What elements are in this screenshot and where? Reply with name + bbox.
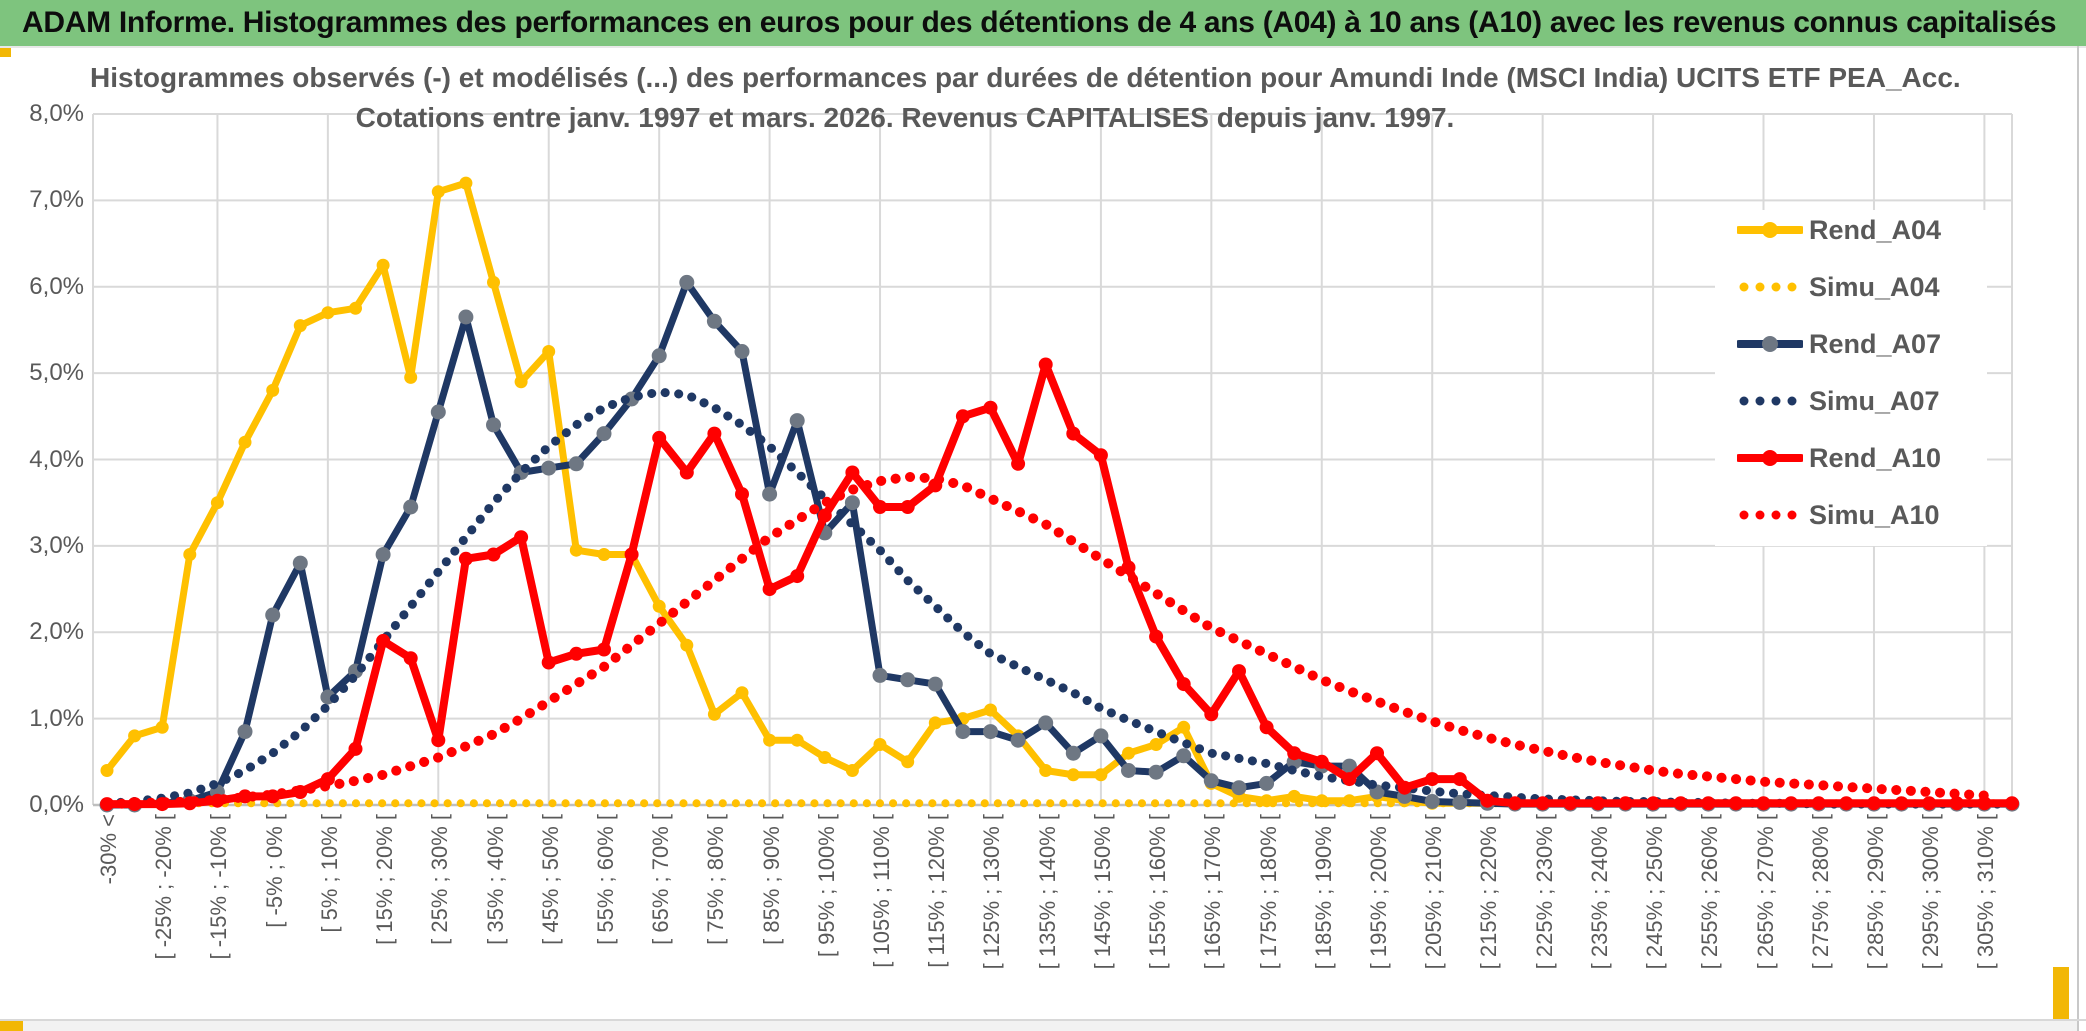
y-axis-label-8: 8,0% xyxy=(29,100,84,127)
window-title-bar: ADAM Informe. Histogrammes des performan… xyxy=(0,0,2086,48)
x-axis-label-19: [ 155% ; 160% [ xyxy=(1145,814,1171,970)
x-axis-label-7: [ 35% ; 40% [ xyxy=(482,814,508,945)
x-axis-label-21: [ 175% ; 180% [ xyxy=(1255,814,1281,970)
legend-swatch-simu_a04 xyxy=(1739,282,1797,292)
legend-item-rend_a04[interactable]: Rend_A04 xyxy=(1715,210,1987,250)
y-axis-label-1: 1,0% xyxy=(29,704,84,732)
x-axis-label-3: [ -5% ; 0% [ xyxy=(261,814,287,928)
x-axis-label-9: [ 55% ; 60% [ xyxy=(592,814,618,945)
x-axis-label-10: [ 65% ; 70% [ xyxy=(648,814,674,945)
x-axis-label-16: [ 125% ; 130% [ xyxy=(979,814,1005,970)
legend-item-simu_a10[interactable]: Simu_A10 xyxy=(1715,495,1987,535)
x-axis-label-26: [ 225% ; 230% [ xyxy=(1531,814,1557,970)
legend-label-rend_a10: Rend_A10 xyxy=(1809,442,1942,473)
accent-bottom-left xyxy=(0,1021,23,1031)
x-axis-label-2: [ -15% ; -10% [ xyxy=(206,814,232,960)
x-axis-label-15: [ 115% ; 120% [ xyxy=(924,814,950,968)
legend-label-simu_a04: Simu_A04 xyxy=(1809,271,1940,302)
legend-label-simu_a07: Simu_A07 xyxy=(1809,385,1940,416)
legend-swatch-simu_a07 xyxy=(1739,396,1797,406)
x-axis-label-18: [ 145% ; 150% [ xyxy=(1089,814,1115,970)
y-axis-label-5: 5,0% xyxy=(29,359,84,387)
footer-divider xyxy=(0,1019,2086,1021)
x-axis-label-30: [ 265% ; 270% [ xyxy=(1752,814,1778,970)
legend-swatch-simu_a10 xyxy=(1739,510,1797,520)
x-axis-label-8: [ 45% ; 50% [ xyxy=(537,814,563,945)
legend-item-rend_a10[interactable]: Rend_A10 xyxy=(1715,438,1987,478)
y-axis-label-2: 2,0% xyxy=(29,618,84,646)
x-axis-label-24: [ 205% ; 210% [ xyxy=(1421,814,1447,970)
legend-item-simu_a04[interactable]: Simu_A04 xyxy=(1715,267,1987,307)
accent-top-left xyxy=(0,48,11,57)
x-axis-label-23: [ 195% ; 200% [ xyxy=(1366,814,1391,970)
legend-swatch-rend_a04 xyxy=(1737,222,1803,238)
x-axis-label-25: [ 215% ; 220% [ xyxy=(1476,814,1502,970)
accent-right xyxy=(2053,967,2069,1021)
legend-item-simu_a07[interactable]: Simu_A07 xyxy=(1715,381,1987,421)
x-axis-label-13: [ 95% ; 100% [ xyxy=(813,814,839,958)
x-axis-label-22: [ 185% ; 190% [ xyxy=(1310,814,1336,970)
x-axis-label-11: [ 75% ; 80% [ xyxy=(703,814,729,945)
legend-swatch-rend_a07 xyxy=(1737,336,1803,352)
footer-strip xyxy=(23,1021,2077,1031)
chart-title-line2: Cotations entre janv. 1997 et mars. 2026… xyxy=(355,102,1455,133)
y-axis-label-0: 0,0% xyxy=(29,791,84,818)
y-axis-label-3: 3,0% xyxy=(29,531,84,559)
x-axis-label-14: [ 105% ; 110% [ xyxy=(869,814,895,968)
x-axis-label-17: [ 135% ; 140% [ xyxy=(1034,814,1060,970)
x-axis-label-33: [ 295% ; 300% [ xyxy=(1918,814,1944,970)
x-axis-label-0: -30% < xyxy=(96,814,121,885)
x-axis-label-28: [ 245% ; 250% [ xyxy=(1642,814,1668,970)
legend-label-rend_a04: Rend_A04 xyxy=(1809,214,1942,245)
x-axis-label-4: [ 5% ; 10% [ xyxy=(316,814,342,933)
x-axis-label-27: [ 235% ; 240% [ xyxy=(1586,814,1612,970)
legend-item-rend_a07[interactable]: Rend_A07 xyxy=(1715,324,1987,364)
x-axis-label-29: [ 255% ; 260% [ xyxy=(1697,814,1723,970)
series-simu_a10 xyxy=(102,471,1990,810)
window-right-border xyxy=(2077,46,2079,1031)
x-axis-label-1: [ -25% ; -20% [ xyxy=(151,814,177,960)
x-axis-label-5: [ 15% ; 20% [ xyxy=(372,814,398,945)
legend-swatch-rend_a10 xyxy=(1737,450,1803,466)
x-axis-label-20: [ 165% ; 170% [ xyxy=(1200,814,1226,970)
x-axis-label-6: [ 25% ; 30% [ xyxy=(427,814,453,945)
x-axis-label-12: [ 85% ; 90% [ xyxy=(758,814,784,945)
legend-label-rend_a07: Rend_A07 xyxy=(1809,328,1942,359)
x-axis-label-34: [ 305% ; 310% [ xyxy=(1973,814,1999,970)
chart-legend: Rend_A04 Simu_A04 Rend_A07 Simu_A07 Rend_A10… xyxy=(1715,210,1987,546)
y-axis-label-7: 7,0% xyxy=(29,186,84,214)
window-title: ADAM Informe. Histogrammes des performan… xyxy=(22,6,2057,39)
x-axis-label-32: [ 285% ; 290% [ xyxy=(1862,814,1888,970)
y-axis-label-6: 6,0% xyxy=(29,272,84,300)
x-axis-label-31: [ 275% ; 280% [ xyxy=(1807,814,1833,970)
y-axis-label-4: 4,0% xyxy=(29,445,84,473)
legend-label-simu_a10: Simu_A10 xyxy=(1809,499,1940,530)
chart-title-line1: Histogrammes observés (-) et modélisés (… xyxy=(90,62,1961,93)
